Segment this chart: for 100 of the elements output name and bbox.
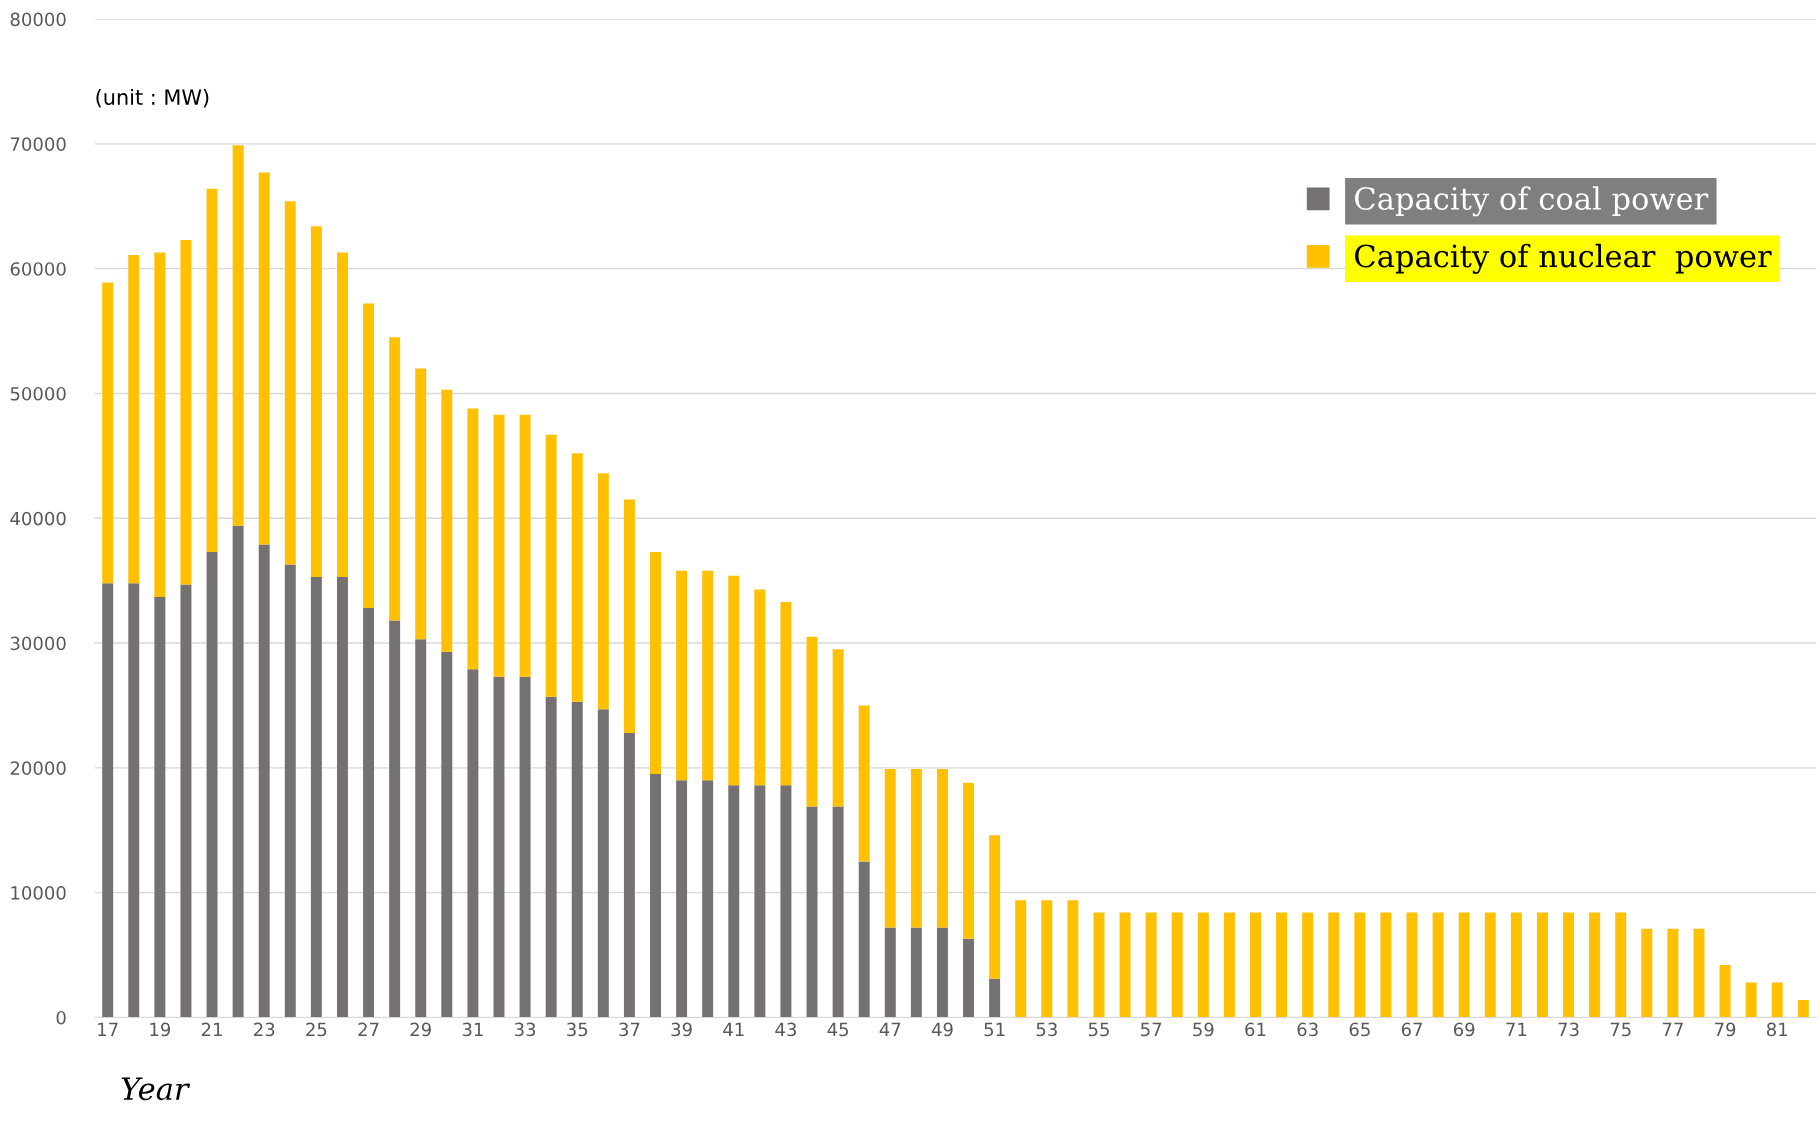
y-tick-label: 10000	[11, 886, 66, 900]
x-tick-label: 35	[567, 1022, 588, 1037]
bar	[1354, 912, 1366, 1018]
bar	[232, 525, 244, 1018]
bar	[1015, 900, 1027, 1018]
bar	[963, 782, 975, 939]
x-tick-label: 69	[1453, 1022, 1475, 1037]
bar	[963, 938, 975, 1018]
bar	[780, 601, 792, 786]
bar	[754, 589, 766, 786]
bar	[884, 769, 896, 928]
bar	[128, 583, 140, 1018]
x-tick-label: 55	[1088, 1022, 1109, 1037]
bar	[258, 172, 270, 545]
bar	[1693, 928, 1705, 1018]
bar	[441, 651, 453, 1018]
x-tick-label: 73	[1558, 1022, 1579, 1037]
x-tick-label: 65	[1349, 1022, 1370, 1037]
bar	[545, 434, 557, 697]
y-tick-label: 30000	[10, 636, 66, 651]
bar	[780, 785, 792, 1018]
bar	[728, 575, 740, 786]
bar	[832, 649, 844, 807]
legend-label: Capacity of nuclear power	[1355, 243, 1772, 274]
bar	[1067, 900, 1079, 1018]
bar	[415, 368, 427, 640]
y-tick-label: 40000	[10, 511, 66, 526]
bar	[180, 584, 192, 1018]
bar	[1797, 999, 1809, 1018]
x-tick-label: 49	[931, 1022, 953, 1037]
bar	[910, 769, 922, 928]
x-tick-label: 39	[671, 1022, 692, 1037]
bar	[102, 282, 114, 584]
x-tick-label: 71	[1506, 1022, 1527, 1037]
bar	[623, 732, 635, 1018]
bar	[806, 806, 818, 1018]
bar	[1406, 912, 1418, 1018]
bar	[415, 639, 427, 1018]
bar	[154, 596, 166, 1018]
bar	[1145, 912, 1157, 1018]
bar	[1119, 912, 1131, 1018]
bar	[936, 927, 948, 1018]
bar	[363, 608, 375, 1018]
x-tick-label: 47	[879, 1022, 901, 1037]
x-tick-label: 25	[306, 1022, 327, 1037]
bar	[336, 252, 348, 577]
bar	[1276, 912, 1288, 1018]
bar	[310, 226, 322, 577]
x-tick-label: 59	[1193, 1022, 1214, 1037]
bar	[519, 414, 531, 677]
x-tick-label: 67	[1401, 1022, 1422, 1037]
bar	[571, 701, 583, 1018]
bar	[389, 337, 401, 621]
bar	[1615, 912, 1627, 1018]
bar	[284, 564, 296, 1018]
y-tick-label: 80000	[10, 12, 66, 27]
x-tick-label: 37	[619, 1022, 640, 1037]
bar	[1745, 982, 1757, 1018]
x-tick-label: 21	[201, 1022, 222, 1037]
bar	[389, 620, 401, 1018]
bar	[1563, 912, 1575, 1018]
bar	[1223, 912, 1235, 1018]
bar	[1197, 912, 1209, 1018]
bar	[493, 414, 505, 677]
bar	[1302, 912, 1314, 1018]
x-tick-label: 61	[1245, 1022, 1266, 1037]
bar	[1250, 912, 1261, 1018]
bar	[571, 453, 583, 702]
x-tick-label: 33	[514, 1022, 536, 1037]
x-tick-label: 77	[1662, 1022, 1683, 1037]
x-axis-title: Year	[121, 1077, 191, 1101]
bar	[493, 676, 505, 1018]
bar	[258, 544, 270, 1018]
bar	[206, 551, 218, 1018]
bar	[1719, 965, 1731, 1018]
bar	[545, 696, 557, 1018]
y-tick-label: 60000	[10, 262, 66, 276]
bar	[467, 669, 479, 1018]
bar	[702, 570, 714, 781]
x-tick-label: 17	[98, 1022, 118, 1037]
bar	[754, 785, 766, 1018]
x-tick-label: 31	[462, 1022, 483, 1037]
bar	[832, 806, 844, 1018]
bar	[1641, 928, 1653, 1018]
x-tick-label: 29	[410, 1022, 431, 1037]
bar	[884, 927, 896, 1018]
bar	[1041, 900, 1053, 1018]
bar	[989, 978, 1001, 1018]
bar	[1093, 912, 1105, 1018]
bar	[858, 705, 870, 862]
bar	[623, 499, 635, 733]
x-tick-label: 23	[254, 1022, 275, 1037]
bar	[180, 239, 192, 585]
y-tick-label: 20000	[10, 761, 66, 775]
legend-label: Capacity of coal power	[1355, 186, 1709, 217]
x-tick-label: 79	[1715, 1022, 1736, 1037]
bar	[806, 636, 818, 807]
bar	[1458, 912, 1470, 1018]
x-tick-label: 51	[984, 1022, 1005, 1037]
bar	[1771, 982, 1783, 1018]
